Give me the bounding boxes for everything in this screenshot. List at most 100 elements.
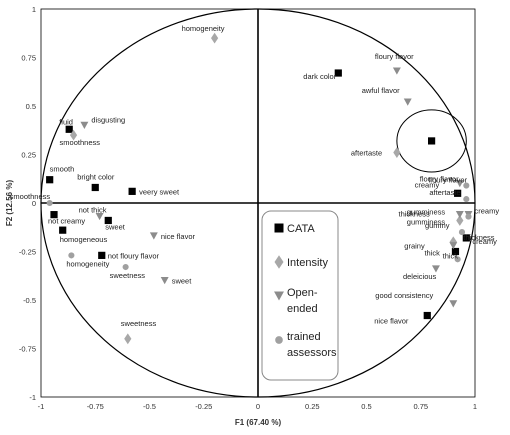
x-axis-title: F1 (67.40 %)	[235, 418, 282, 427]
point-label: creamy	[472, 237, 497, 246]
trained-assessor-marker	[454, 256, 461, 263]
point-label: sweet	[172, 277, 193, 286]
point-label: sweetness	[121, 319, 157, 328]
cata-marker	[428, 137, 436, 145]
open-ended-marker	[449, 300, 458, 308]
open-ended-marker	[149, 232, 158, 240]
point-label: not creamy	[48, 217, 85, 226]
trained-assessor-marker	[68, 252, 75, 259]
point-label: deleicious	[403, 272, 437, 281]
point-label: homogeneous	[60, 235, 108, 244]
point-label: grainy	[404, 242, 425, 251]
y-tick-label: 0.25	[21, 151, 36, 160]
point-label: not thick	[79, 206, 107, 215]
x-tick-label: -0.75	[87, 402, 104, 411]
x-tick-label: 1	[473, 402, 477, 411]
trained-assessor-marker	[458, 229, 466, 236]
intensity-marker	[456, 215, 464, 226]
cata-marker	[104, 216, 112, 225]
cata-marker	[462, 234, 470, 242]
point-label: gumminess	[407, 217, 446, 226]
point-label: veery sweet	[139, 187, 180, 196]
cata-marker	[128, 187, 136, 195]
points-layer	[46, 32, 473, 345]
point-label: thickness	[398, 210, 430, 219]
open-ended-marker	[431, 265, 440, 273]
intensity-marker	[69, 129, 78, 141]
legend-label: Open-	[287, 287, 318, 299]
trained-assessor-marker	[275, 336, 283, 344]
open-ended-marker	[455, 180, 464, 188]
point-label: good consistency	[375, 291, 433, 300]
y-tick-label: 1	[32, 5, 36, 14]
cata-marker	[274, 223, 284, 233]
open-ended-marker	[403, 98, 412, 106]
point-label: homogeneity	[66, 259, 109, 268]
x-tick-label: 0.5	[361, 402, 371, 411]
point-label: smoothness	[10, 192, 51, 201]
point-label: awful flavor	[362, 86, 400, 95]
cata-marker	[423, 311, 431, 320]
point-label: smooth	[50, 165, 75, 174]
point-label: nice flavor	[374, 317, 409, 326]
point-label: homogeneity	[182, 24, 225, 33]
x-tick-label: -1	[38, 402, 45, 411]
legend: CATA Intensity Open-ended trained assessors	[261, 210, 339, 381]
point-label: dark color	[303, 72, 336, 81]
x-tick-label: 0	[256, 402, 260, 411]
x-tick-label: -0.5	[143, 402, 156, 411]
open-ended-marker	[392, 67, 401, 75]
intensity-marker	[211, 32, 219, 44]
point-label: creamy	[474, 207, 499, 216]
open-ended-marker	[449, 242, 458, 250]
point-label: creamy	[415, 180, 440, 189]
cata-marker	[98, 251, 106, 259]
legend-label: CATA	[287, 223, 315, 235]
legend-label: Intensity	[287, 257, 328, 269]
point-label: gummy	[425, 221, 450, 230]
open-ended-marker	[274, 291, 284, 301]
y-tick-label: 0	[32, 199, 36, 208]
point-label: floury flavor	[420, 175, 459, 184]
cata-marker	[451, 247, 460, 256]
point-label: gumminess	[407, 208, 446, 217]
open-ended-marker	[160, 277, 169, 285]
x-tick-label: -0.25	[195, 402, 212, 411]
y-tick-label: 0.5	[26, 102, 36, 111]
point-label: not floury flavor	[108, 251, 160, 260]
trained-assessor-marker	[46, 199, 53, 207]
point-label: sweetness	[110, 271, 146, 280]
point-label: disgusting	[91, 115, 125, 124]
point-label: bright color	[77, 172, 115, 181]
cata-marker	[46, 176, 54, 184]
cata-marker	[454, 189, 462, 197]
point-label: nice flavor	[161, 232, 196, 241]
point-label: thick	[443, 251, 459, 260]
point-label: thickness	[463, 233, 495, 242]
point-label: floury flavor	[428, 176, 467, 185]
trained-assessor-marker	[463, 182, 470, 189]
intensity-marker	[393, 147, 401, 158]
open-ended-marker	[80, 121, 89, 129]
legend-label: assessors	[287, 347, 337, 359]
y-tick-label: -0.5	[23, 296, 36, 305]
cata-marker	[59, 226, 67, 234]
y-axis-title: F2 (12.56 %)	[5, 180, 14, 227]
highlight-ellipse	[396, 109, 467, 173]
trained-assessor-marker	[122, 263, 129, 271]
cata-marker	[91, 183, 99, 192]
cata-marker	[50, 211, 58, 219]
point-label: aftertaste	[429, 188, 460, 197]
point-label: floury flavor	[375, 52, 414, 61]
cata-marker	[65, 125, 73, 133]
open-ended-marker	[455, 211, 464, 219]
x-tick-label: 0.75	[413, 402, 428, 411]
x-tick-label: 0.25	[305, 402, 320, 411]
legend-label: ended	[287, 303, 318, 315]
y-tick-label: -0.25	[19, 248, 36, 257]
intensity-marker	[124, 333, 132, 345]
y-tick-label: -1	[29, 393, 36, 402]
point-label: fluid	[59, 117, 73, 126]
